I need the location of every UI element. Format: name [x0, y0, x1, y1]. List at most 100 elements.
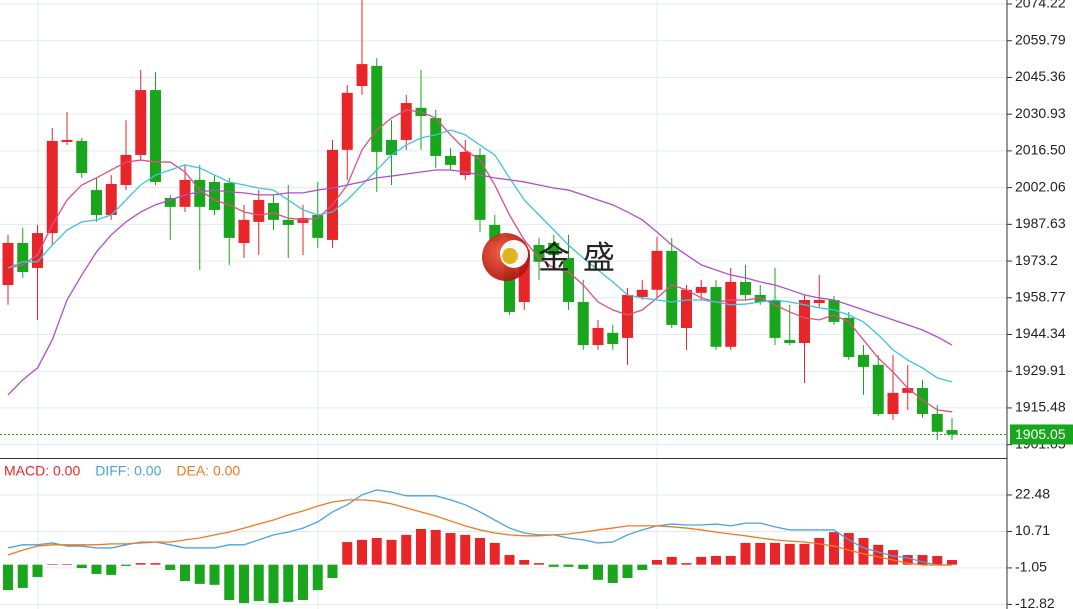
candle-body	[164, 197, 176, 207]
candle-body	[799, 299, 810, 343]
macd-bar	[165, 564, 176, 570]
candle-body	[651, 250, 663, 290]
y-tick-label: -1.05	[1015, 559, 1047, 575]
macd-bar	[430, 529, 441, 565]
macd-bar	[47, 564, 58, 565]
y-tick-label: 1973.2	[1015, 252, 1058, 268]
y-tick-label: 1929.91	[1015, 362, 1066, 378]
y-tick-label: 1944.34	[1015, 325, 1066, 341]
macd-bar	[489, 542, 500, 565]
candle-body	[872, 364, 884, 414]
candle-body	[710, 287, 722, 347]
candle-body	[135, 90, 147, 155]
candle-body	[740, 281, 751, 295]
macd-bar	[932, 555, 943, 565]
indicator-line	[7, 169, 953, 396]
candle-body	[681, 289, 692, 328]
macd-bar	[180, 564, 190, 582]
macd-bar	[622, 564, 633, 578]
macd-bar	[740, 542, 751, 565]
macd-bar	[578, 564, 589, 570]
candle-body	[607, 332, 619, 345]
legend-entry: MACD: 0.00	[4, 463, 80, 479]
macd-bar	[799, 543, 810, 565]
y-tick-label: 2016.50	[1015, 142, 1066, 158]
candle-body	[179, 179, 191, 207]
axis-layer: 2074.22 2059.79 2045.36 2030.93 2016.50 2002.…	[1007, 0, 1073, 609]
macd-bar	[150, 563, 161, 565]
price-panel	[0, 0, 1007, 440]
macd-bar	[342, 542, 353, 565]
macd-bar	[416, 529, 426, 565]
macd-bar	[283, 564, 294, 602]
macd-bar	[548, 564, 559, 567]
watermark: 金 盛	[482, 233, 617, 281]
y-tick-label: 2002.06	[1015, 178, 1066, 194]
macd-bar	[607, 564, 618, 583]
candle-body	[902, 388, 914, 393]
macd-bar	[873, 544, 884, 565]
macd-legend: MACD: 0.00 DIFF: 0.00 DEA: 0.00	[4, 463, 240, 479]
candle-body	[577, 302, 589, 346]
legend-entry: DEA: 0.00	[176, 463, 240, 479]
macd-bar	[32, 564, 43, 578]
macd-bar	[3, 564, 13, 591]
candle-body	[563, 258, 574, 303]
macd-bar	[843, 533, 854, 565]
y-tick-label: 1958.77	[1015, 288, 1066, 304]
macd-bar	[445, 533, 456, 565]
candle-body	[356, 64, 368, 87]
candle-body	[813, 299, 825, 304]
candle-body	[917, 388, 928, 414]
candle-body	[371, 65, 383, 152]
candle-body	[622, 294, 633, 338]
macd-bar	[194, 564, 205, 584]
macd-bar	[829, 532, 839, 565]
macd-bar	[460, 534, 471, 565]
y-tick-label: 2059.79	[1015, 31, 1066, 47]
macd-bar	[209, 564, 220, 585]
macd-bar	[91, 564, 102, 574]
candle-body	[105, 183, 117, 216]
macd-bar	[858, 537, 869, 565]
candle-body	[931, 413, 943, 432]
y-tick-label: 2030.93	[1015, 105, 1066, 121]
macd-bar	[696, 556, 707, 565]
candle-body	[76, 140, 88, 174]
legend-entry: DIFF: 0.00	[95, 463, 161, 479]
y-tick-label: 22.48	[1015, 486, 1050, 502]
macd-bar	[253, 564, 264, 601]
candle-body	[518, 249, 530, 303]
macd-panel	[3, 489, 957, 604]
indicator-line	[7, 129, 953, 383]
y-tick-label: 1915.48	[1015, 399, 1066, 415]
candle-body	[636, 289, 648, 297]
macd-bar	[666, 556, 677, 565]
last-price-box	[1010, 424, 1073, 445]
candle-body	[46, 140, 58, 234]
candle-body	[282, 219, 294, 225]
macd-bar	[784, 543, 795, 565]
candle-body	[386, 139, 397, 155]
macd-bar	[17, 564, 28, 588]
last-price-label: 1905.05	[1015, 426, 1066, 442]
macd-bar	[770, 542, 780, 565]
candle-body	[430, 118, 442, 156]
macd-bar	[357, 539, 367, 565]
candle-body	[209, 181, 220, 210]
candle-body	[946, 430, 958, 435]
candle-body	[2, 242, 14, 285]
macd-bar	[475, 537, 485, 565]
macd-bar	[711, 555, 721, 565]
candle-body	[459, 151, 471, 176]
macd-bar	[401, 534, 412, 565]
candle-body	[548, 242, 560, 255]
candle-body	[91, 190, 102, 216]
macd-bar	[312, 564, 323, 591]
candle-body	[341, 92, 353, 150]
macd-bar	[888, 550, 898, 565]
y-tick-label: -12.82	[1015, 595, 1055, 609]
macd-bar	[239, 564, 249, 604]
candle-body	[474, 154, 486, 220]
watermark-text: 金 盛	[538, 239, 617, 275]
